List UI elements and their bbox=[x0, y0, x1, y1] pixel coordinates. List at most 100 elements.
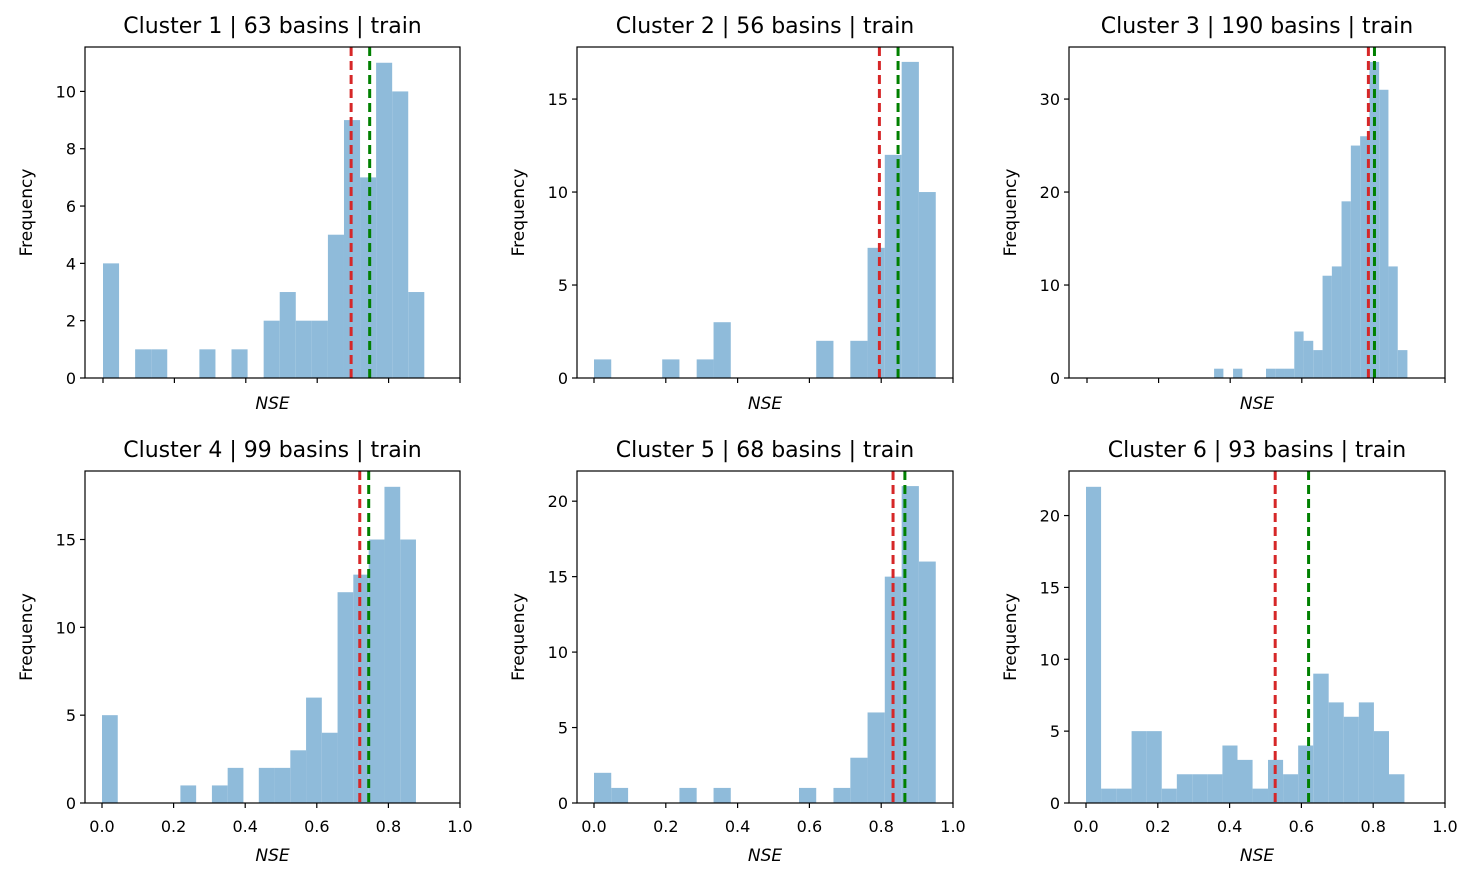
y-axis-label: Frequency bbox=[1001, 593, 1021, 681]
x-tick-label: 0.6 bbox=[1289, 817, 1314, 836]
histogram-bar bbox=[211, 785, 228, 803]
histogram-bar bbox=[392, 91, 409, 379]
y-tick-label: 10 bbox=[56, 618, 76, 637]
histogram-bar bbox=[1379, 89, 1389, 379]
histogram-bar bbox=[1343, 716, 1359, 803]
y-axis-label: Frequency bbox=[509, 169, 529, 257]
histogram-bar bbox=[662, 359, 680, 378]
histogram-bar bbox=[1161, 788, 1177, 803]
histogram-bar bbox=[231, 349, 248, 378]
histogram-bar bbox=[594, 772, 612, 803]
histogram-bar bbox=[1275, 368, 1285, 378]
x-axis-label: NSE bbox=[748, 846, 783, 866]
panel-title: Cluster 1 | 63 basins | train bbox=[123, 14, 422, 39]
histogram-bar bbox=[1214, 368, 1224, 378]
y-tick-label: 0 bbox=[66, 794, 76, 813]
y-tick-label: 10 bbox=[1040, 276, 1060, 295]
y-axis-label: Frequency bbox=[1001, 169, 1021, 257]
histogram-bar bbox=[1192, 774, 1208, 803]
histogram-bar bbox=[199, 349, 216, 378]
histogram-bar bbox=[713, 787, 731, 803]
axes-frame bbox=[1068, 470, 1446, 804]
y-tick-label: 0 bbox=[558, 794, 568, 813]
panel-4: 0 5 10 15 0.0 0.2 0.4 0.6 0.8 1.0 Cluster 4 | 99 b… bbox=[17, 438, 473, 866]
histogram-bar bbox=[884, 154, 902, 378]
histogram-bar bbox=[1328, 702, 1344, 803]
panel-6: 0 5 10 15 20 0.0 0.2 0.4 0.6 0.8 1.0 Cluster 6 | 93… bbox=[1001, 438, 1458, 866]
y-tick-label: 5 bbox=[1050, 722, 1060, 741]
x-tick-label: 0.6 bbox=[797, 817, 822, 836]
histogram-bar bbox=[1331, 266, 1342, 378]
histogram-bar bbox=[1313, 673, 1329, 803]
histogram-bar bbox=[1358, 702, 1374, 803]
histogram-bar bbox=[1252, 788, 1269, 803]
y-tick-label: 0 bbox=[1050, 369, 1060, 388]
panel-2: 0 5 10 15 Cluster 2 | 56 basins | train NSE Fr… bbox=[509, 14, 954, 414]
histogram-bar bbox=[1389, 774, 1405, 803]
y-tick-label: 4 bbox=[66, 254, 76, 273]
axes-frame bbox=[576, 46, 954, 379]
histogram-bar bbox=[384, 486, 401, 803]
x-tick-label: 0.4 bbox=[1217, 817, 1242, 836]
histogram-bar bbox=[1086, 486, 1102, 803]
y-tick-label: 5 bbox=[66, 706, 76, 725]
histogram-bar bbox=[798, 787, 817, 803]
histogram-bar bbox=[1176, 774, 1193, 803]
x-tick-label: 1.0 bbox=[940, 817, 965, 836]
histogram-bar bbox=[279, 292, 296, 378]
histogram-bar bbox=[867, 247, 885, 378]
histogram-bar bbox=[1146, 731, 1162, 803]
histogram-bar bbox=[368, 539, 385, 803]
histogram-bar bbox=[337, 592, 354, 803]
y-tick-label: 15 bbox=[548, 90, 568, 109]
y-axis-label: Frequency bbox=[17, 169, 37, 257]
histogram-bar bbox=[679, 787, 697, 803]
x-tick-label: 0.2 bbox=[161, 817, 186, 836]
histogram-bar bbox=[327, 234, 344, 378]
histogram-bar bbox=[1222, 745, 1238, 803]
histogram-bar bbox=[321, 732, 338, 803]
x-tick-label: 0.2 bbox=[1145, 817, 1170, 836]
histogram-bar bbox=[102, 715, 118, 803]
y-tick-label: 8 bbox=[66, 140, 76, 159]
histogram-bar bbox=[103, 263, 120, 378]
histogram-bar bbox=[311, 320, 328, 378]
histogram-bar bbox=[1313, 350, 1323, 378]
histogram-bar bbox=[850, 340, 868, 378]
x-axis-label: NSE bbox=[255, 394, 290, 414]
histogram-bar bbox=[918, 192, 936, 378]
panel-5: 0 5 10 15 20 0.0 0.2 0.4 0.6 0.8 1.0 Cluster 5 | 68… bbox=[509, 438, 966, 866]
histogram-bar bbox=[400, 539, 416, 803]
x-axis-label: NSE bbox=[748, 394, 783, 414]
panel-1: 0 2 4 6 8 10 Cluster 1 | 63 basins | train NSE F… bbox=[17, 14, 461, 414]
y-tick-label: 10 bbox=[548, 643, 568, 662]
y-tick-label: 15 bbox=[1040, 578, 1060, 597]
histogram-bar bbox=[1360, 136, 1370, 378]
y-axis-label: Frequency bbox=[17, 593, 37, 681]
y-tick-label: 20 bbox=[548, 492, 568, 511]
histogram-bar bbox=[850, 757, 868, 803]
histogram-bar bbox=[1131, 731, 1147, 803]
histogram-bar bbox=[594, 359, 612, 378]
panel-title: Cluster 3 | 190 basins | train bbox=[1101, 14, 1414, 39]
histogram-bar bbox=[1266, 368, 1276, 378]
histogram-bar bbox=[376, 62, 393, 378]
histogram-bar bbox=[408, 292, 425, 378]
histogram-bar bbox=[258, 767, 275, 803]
x-tick-label: 0.8 bbox=[376, 817, 401, 836]
histogram-bar bbox=[1101, 788, 1117, 803]
histogram-bar bbox=[1283, 774, 1299, 803]
y-tick-label: 0 bbox=[558, 369, 568, 388]
histogram-bar bbox=[180, 785, 197, 803]
y-tick-label: 20 bbox=[1040, 507, 1060, 526]
panel-title: Cluster 6 | 93 basins | train bbox=[1108, 438, 1407, 463]
x-tick-label: 0.0 bbox=[89, 817, 114, 836]
histogram-bar bbox=[867, 712, 885, 803]
axes-frame bbox=[84, 470, 461, 804]
histogram-bar bbox=[833, 787, 851, 803]
histogram-bar bbox=[1322, 275, 1332, 378]
y-tick-label: 5 bbox=[558, 276, 568, 295]
histogram-bar bbox=[1284, 368, 1295, 378]
y-tick-label: 15 bbox=[56, 531, 76, 550]
